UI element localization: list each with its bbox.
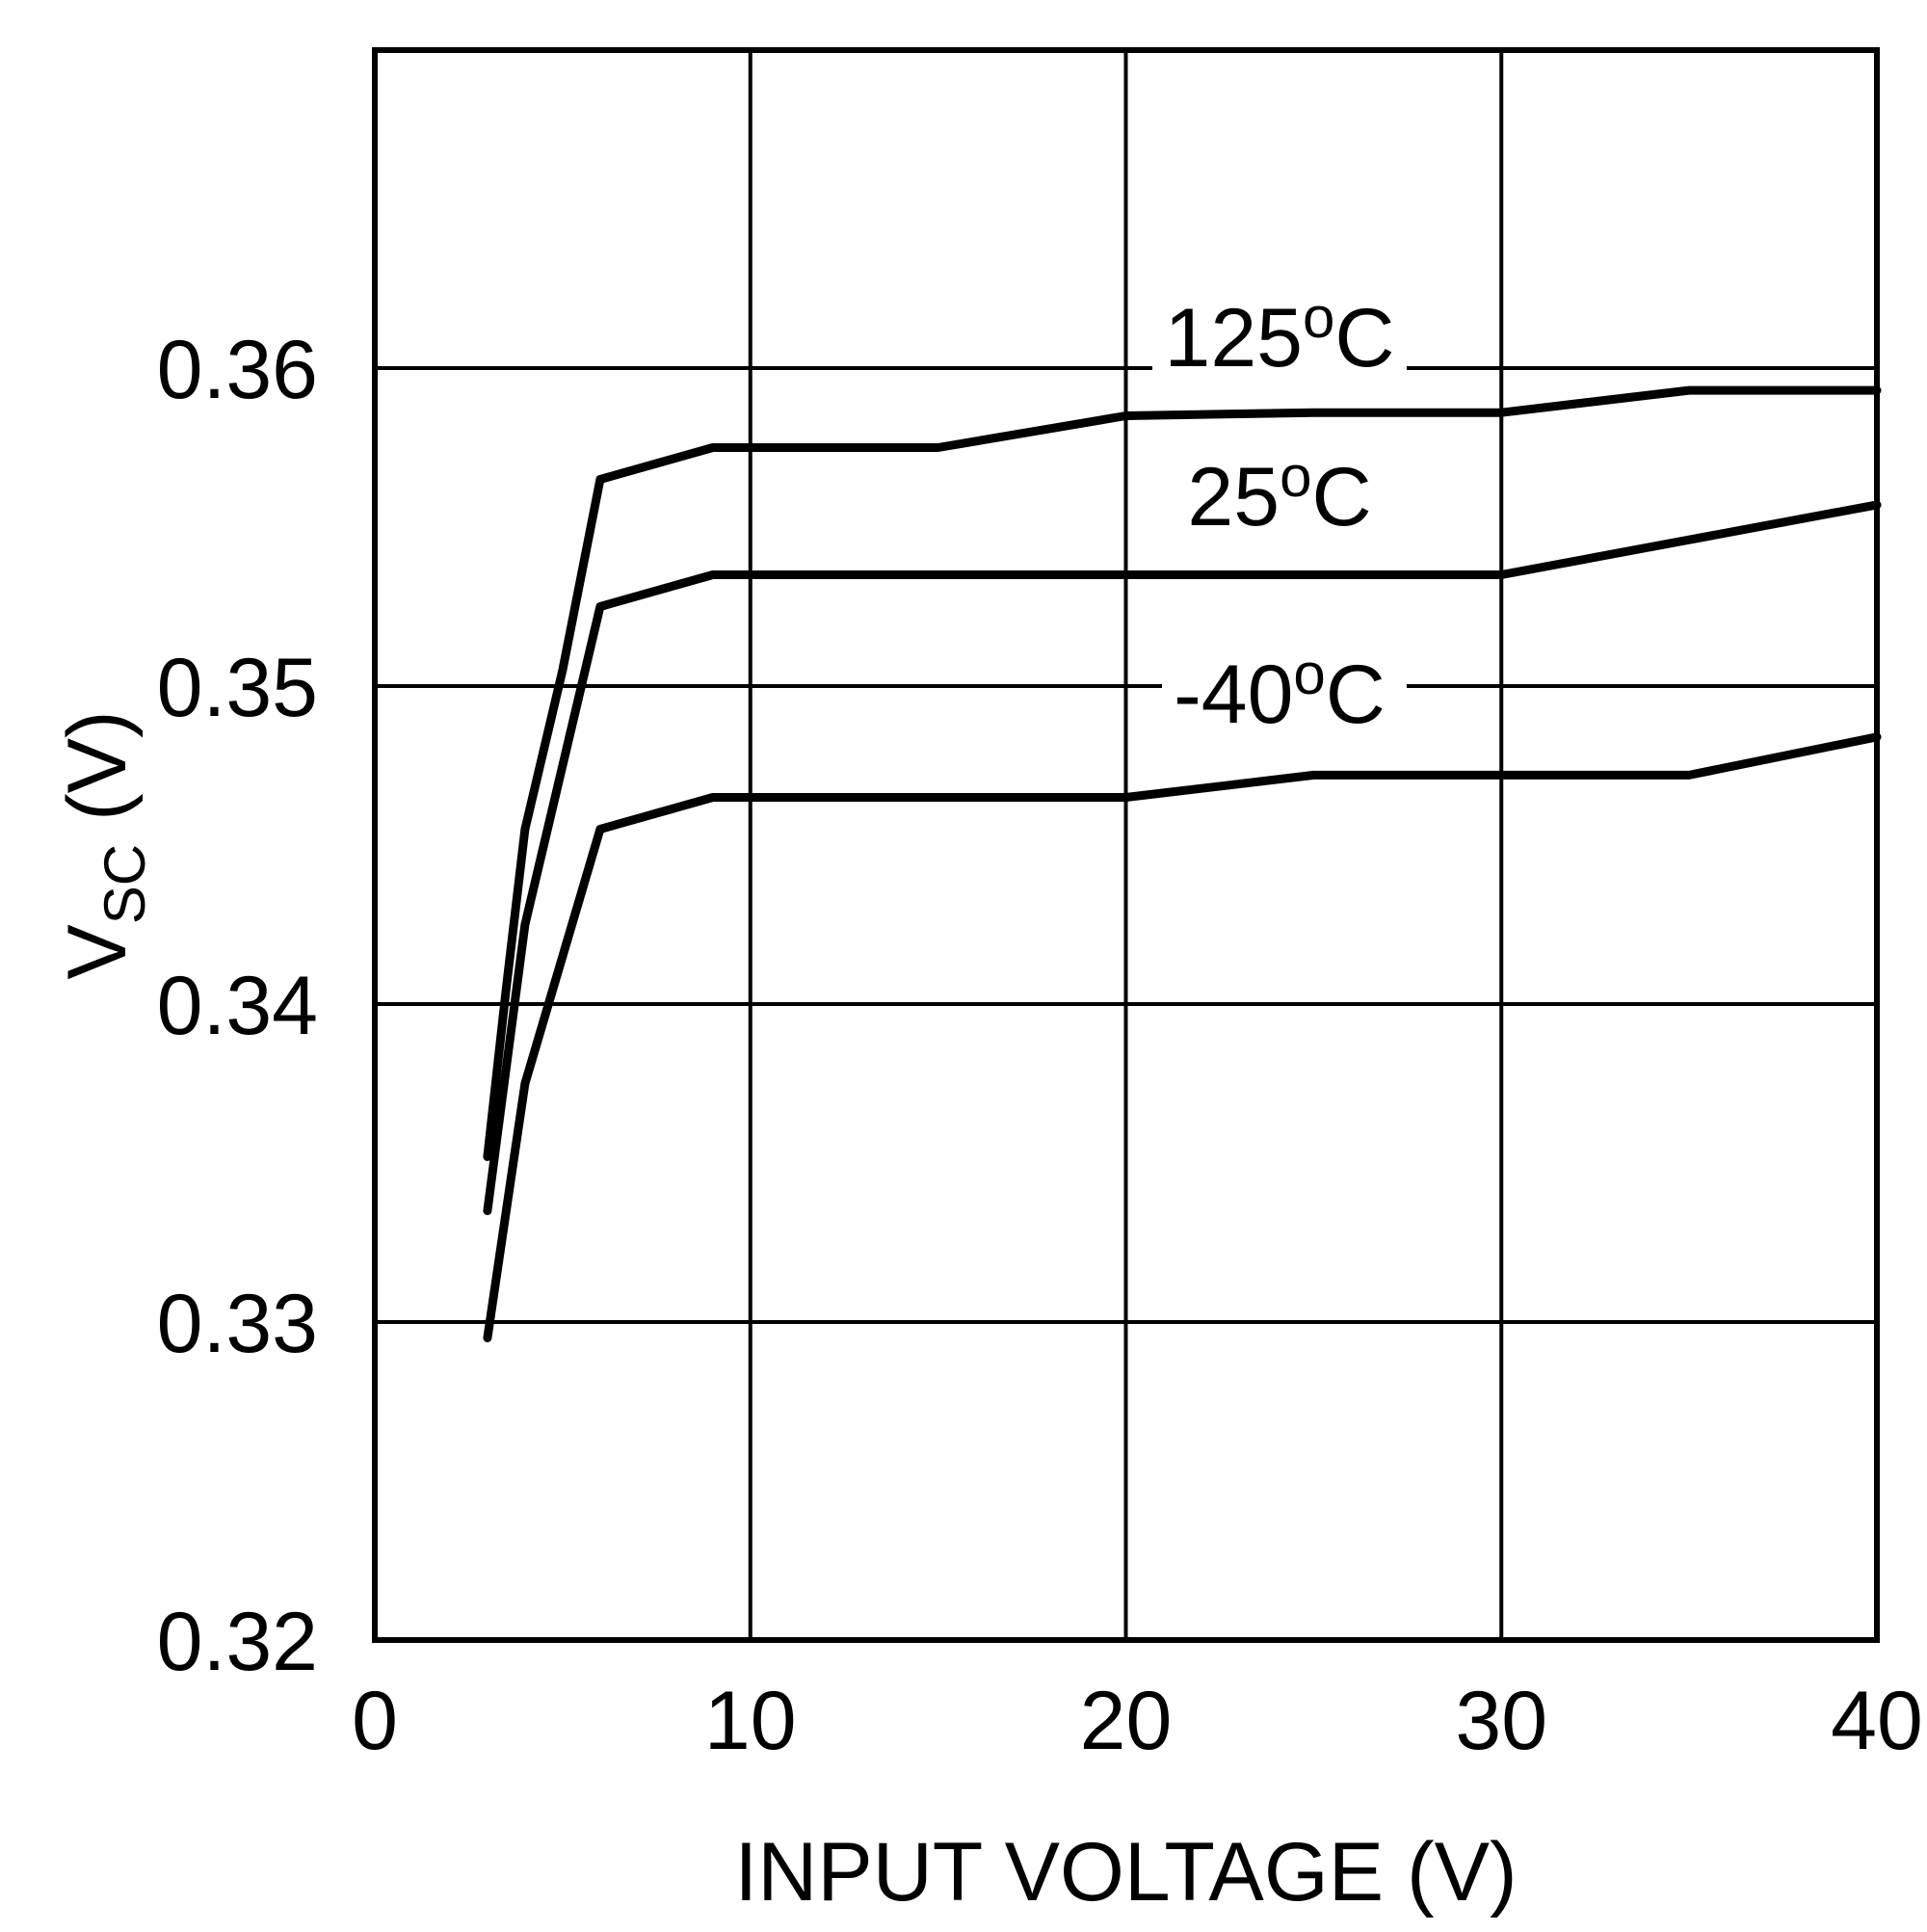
series-line [483, 385, 1882, 1161]
y-axis-title-subscript: SC [92, 844, 157, 924]
x-tick-label: 0 [352, 1675, 398, 1767]
x-tick-label: 30 [1455, 1675, 1547, 1767]
x-tick-label: 40 [1831, 1675, 1923, 1767]
series-line [483, 500, 1882, 1215]
series-label-unit: C [1326, 648, 1386, 741]
y-axis-title-suffix: (V) [51, 710, 144, 844]
series-label: 25oC [1187, 444, 1371, 543]
series-label-unit: C [1311, 451, 1371, 543]
y-tick-label: 0.33 [157, 1278, 318, 1370]
series-label: 125oC [1165, 285, 1395, 384]
x-axis-title: INPUT VOLTAGE (V) [734, 1826, 1517, 1919]
series-label-unit: C [1334, 292, 1394, 384]
plot-frame [372, 47, 1880, 1643]
x-tick-label: 20 [1080, 1675, 1173, 1767]
y-axis-title-main: V [51, 924, 144, 979]
x-tick-label: 10 [704, 1675, 797, 1767]
series-label-degree: o [1303, 285, 1334, 350]
series-label-value: 125 [1165, 292, 1304, 384]
y-tick-label: 0.34 [157, 960, 318, 1052]
series-label-degree: o [1293, 642, 1325, 706]
series-label-background [1166, 451, 1393, 547]
y-tick-label: 0.35 [157, 642, 318, 734]
series-line [483, 732, 1882, 1342]
series-label-background [1152, 289, 1407, 385]
series-label-background [1162, 649, 1407, 746]
series-label-value: -40 [1174, 648, 1293, 741]
series-label-value: 25 [1187, 451, 1280, 543]
y-tick-label: 0.32 [157, 1596, 318, 1688]
y-axis-title: VSC (V) [51, 710, 157, 979]
y-tick-label: 0.36 [157, 324, 318, 416]
series-label-degree: o [1280, 444, 1311, 509]
series-label: -40oC [1174, 642, 1386, 741]
